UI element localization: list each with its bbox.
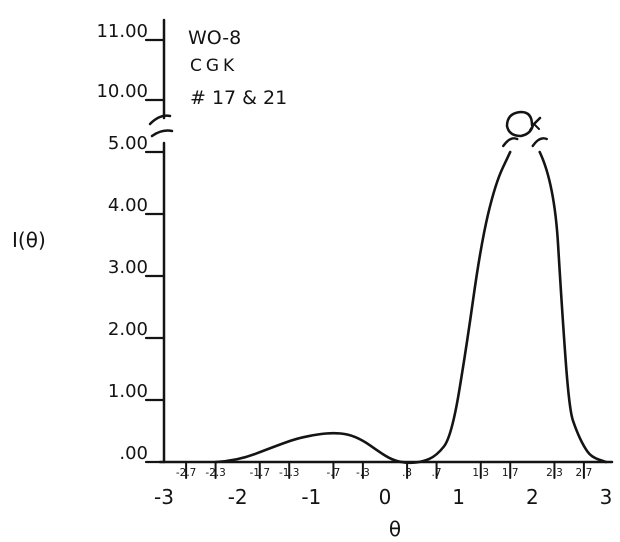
off-scale-arrowhead [529,123,540,131]
x-major-tick-label: 2 [526,485,539,509]
curve-break-mark [531,137,548,148]
x-major-tick-label: -1 [301,485,321,509]
y-tick-label: 10.00 [96,81,148,102]
curve-break-mark [502,137,519,148]
y-tick-label: 3.00 [108,257,148,278]
y-tick-label: 11.00 [96,21,148,42]
annotation-line-1: WO-8 [188,27,241,49]
x-minor-tick-label: 1.7 [502,467,519,479]
y-tick-label: 1.00 [108,381,148,402]
x-major-tick-label: -3 [154,485,174,509]
x-minor-tick-label: 2.3 [546,467,563,479]
y-axis-title: I(θ) [12,228,46,252]
x-minor-tick-label: -.7 [327,467,341,479]
x-major-tick-label: -2 [228,485,248,509]
annotation-line-3: # 17 & 21 [190,87,287,109]
series-1-curve [538,150,608,464]
x-minor-tick-label: -.3 [356,467,370,479]
x-minor-tick-label: .3 [402,467,412,479]
y-tick-label: 4.00 [108,195,148,216]
x-major-tick-label: 3 [600,485,613,509]
x-ticks: -2.7 -2.3 -1.7 -1.3 -.7 -.3 .3 .7 1.3 1.7 2.3 2.7 -3… [154,461,613,509]
x-minor-tick-label: -2.7 [176,467,197,479]
x-minor-tick-label: -2.3 [205,467,226,479]
annotation-line-2: CGK [190,56,238,76]
x-axis-title: θ [389,517,401,541]
off-scale-curl-icon [505,110,542,138]
y-tick-label: 5.00 [108,133,148,154]
y-ticks: .00 1.00 2.00 3.00 4.00 5.00 10.00 11.00 [96,21,166,464]
series-0-curve [214,150,512,465]
y-axis-break-bottom [150,129,174,138]
x-minor-tick-label: -1.7 [250,467,271,479]
y-tick-label: 2.00 [108,319,148,340]
x-major-tick-label: 0 [379,485,392,509]
x-minor-tick-label: 1.3 [472,467,489,479]
curves [214,137,608,465]
x-minor-tick-label: .7 [432,467,442,479]
x-minor-tick-label: -1.3 [279,467,300,479]
y-axis-break-top [148,114,172,126]
y-tick-label: .00 [119,443,148,464]
x-major-tick-label: 1 [452,485,465,509]
x-minor-tick-label: 2.7 [576,467,593,479]
